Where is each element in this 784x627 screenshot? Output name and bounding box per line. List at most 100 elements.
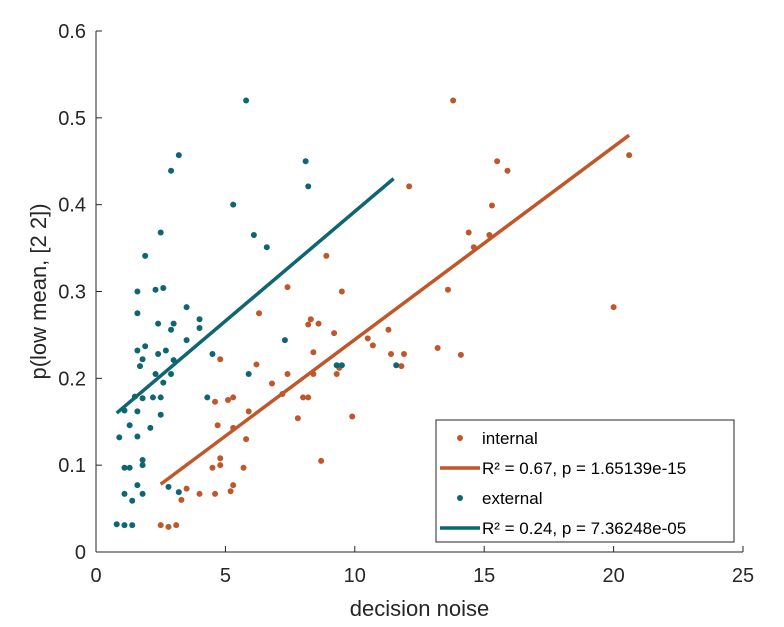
legend-label-external-fit: R² = 0.24, p = 7.36248e-05 (482, 519, 686, 538)
data-point-internal (217, 462, 224, 469)
data-point-external (157, 229, 164, 236)
data-point-internal (333, 370, 340, 377)
axes: 0 5 10 15 20 25 0 0.1 0.2 0.3 0.4 0.5 0.6 (58, 21, 754, 587)
series-external (113, 97, 400, 529)
data-point-internal (444, 286, 451, 293)
data-point-internal (369, 342, 376, 349)
data-point-external (121, 464, 128, 471)
data-point-external (281, 337, 288, 344)
data-point-external (155, 351, 162, 358)
data-point-external (168, 167, 175, 174)
data-point-external (170, 320, 177, 327)
data-point-external (162, 347, 169, 354)
data-point-internal (173, 522, 180, 529)
data-point-external (152, 370, 159, 377)
data-point-internal (230, 482, 237, 489)
data-point-internal (209, 464, 216, 471)
data-point-internal (406, 183, 413, 190)
y-tick-label: 0 (75, 542, 86, 564)
data-point-internal (196, 490, 203, 497)
data-point-internal (434, 344, 441, 351)
x-tick-label: 10 (344, 565, 366, 587)
data-point-internal (318, 457, 325, 464)
data-point-internal (245, 408, 252, 415)
data-point-external (243, 97, 250, 104)
data-point-internal (305, 321, 312, 328)
data-point-external (160, 379, 167, 386)
data-point-internal (268, 380, 275, 387)
data-point-internal (364, 335, 371, 342)
data-point-internal (504, 167, 511, 174)
data-point-external (139, 462, 146, 469)
data-point-internal (217, 455, 224, 462)
y-tick-label: 0.4 (58, 195, 86, 217)
data-point-external (333, 362, 340, 369)
data-point-internal (300, 394, 307, 401)
legend-marker-internal (457, 435, 463, 441)
data-point-external (129, 522, 136, 529)
data-point-external (139, 395, 146, 402)
legend: internal R² = 0.67, p = 1.65139e-15 exte… (435, 419, 735, 543)
y-tick-label: 0.1 (58, 455, 86, 477)
data-point-external (116, 434, 123, 441)
data-point-external (126, 422, 133, 429)
data-point-external (142, 252, 149, 259)
data-point-internal (243, 436, 250, 443)
legend-label-internal-fit: R² = 0.67, p = 1.65139e-15 (482, 459, 686, 478)
data-point-external (157, 394, 164, 401)
data-point-external (263, 244, 270, 251)
legend-marker-external (457, 495, 463, 501)
data-point-external (165, 483, 172, 490)
data-point-external (305, 183, 312, 190)
data-point-internal (165, 523, 172, 530)
data-point-internal (253, 361, 260, 368)
data-point-internal (626, 152, 633, 159)
data-point-external (134, 433, 141, 440)
data-point-external (250, 232, 257, 239)
data-point-internal (305, 394, 312, 401)
y-tick-label: 0.6 (58, 21, 86, 43)
data-point-external (113, 521, 120, 528)
data-point-external (136, 363, 143, 370)
data-point-internal (284, 370, 291, 377)
data-point-internal (230, 394, 237, 401)
data-point-external (302, 158, 309, 165)
data-point-internal (323, 252, 330, 259)
data-point-external (183, 337, 190, 344)
data-point-internal (212, 398, 219, 405)
legend-label-internal: internal (482, 429, 538, 448)
y-tick-label: 0.5 (58, 108, 86, 130)
data-point-external (230, 201, 237, 208)
data-point-external (393, 362, 400, 369)
y-tick-label: 0.3 (58, 282, 86, 304)
x-tick-label: 15 (473, 565, 495, 587)
data-point-internal (331, 330, 338, 337)
data-point-external (155, 320, 162, 327)
data-point-external (152, 286, 159, 293)
data-point-external (168, 370, 175, 377)
data-point-external (134, 408, 141, 415)
data-point-external (134, 310, 141, 317)
data-point-internal (457, 351, 464, 358)
data-point-internal (227, 488, 234, 495)
data-point-internal (307, 316, 314, 323)
data-point-external (183, 304, 190, 311)
fit-line-internal (159, 133, 631, 486)
data-point-internal (224, 397, 231, 404)
data-point-external (160, 285, 167, 292)
fit-line-external (115, 177, 395, 415)
y-axis-title: p(low mean, [2 2]) (26, 203, 51, 379)
data-point-internal (610, 304, 617, 311)
data-point-external (139, 490, 146, 497)
x-ticks: 0 5 10 15 20 25 (90, 546, 754, 587)
legend-box (435, 419, 735, 543)
data-point-internal (400, 351, 407, 358)
data-point-external (121, 490, 128, 497)
x-tick-label: 20 (602, 565, 624, 587)
data-point-external (204, 394, 211, 401)
data-point-external (139, 456, 146, 463)
data-point-internal (294, 415, 301, 422)
x-axis-title: decision noise (350, 596, 489, 621)
legend-label-external: external (482, 489, 542, 508)
